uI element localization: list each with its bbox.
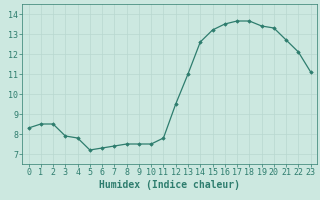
X-axis label: Humidex (Indice chaleur): Humidex (Indice chaleur): [99, 180, 240, 190]
